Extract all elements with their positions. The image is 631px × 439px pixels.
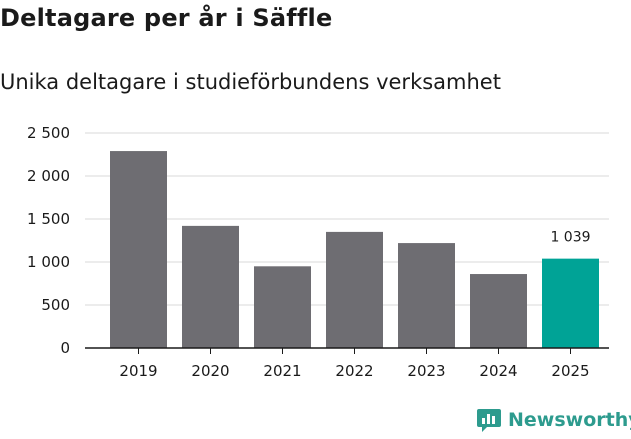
y-tick-label: 2 000 [27, 167, 70, 185]
chart-subtitle: Unika deltagare i studieförbundens verks… [0, 70, 501, 94]
bar-2019 [110, 151, 167, 348]
x-tick-label: 2024 [479, 362, 517, 380]
x-tick-label: 2025 [551, 362, 589, 380]
bar-2024 [470, 274, 527, 348]
x-tick-label: 2023 [407, 362, 445, 380]
y-tick-label: 0 [60, 339, 70, 357]
bar-2023 [398, 243, 455, 348]
x-tick-label: 2019 [119, 362, 157, 380]
x-tick-label: 2022 [335, 362, 373, 380]
newsworthy-brand: Newsworthy [476, 407, 631, 433]
bar-2021 [254, 266, 311, 348]
data-label: 1 039 [550, 230, 590, 246]
x-tick-label: 2021 [263, 362, 301, 380]
brand-name: Newsworthy [508, 409, 631, 431]
y-tick-label: 500 [41, 296, 70, 314]
bar-2022 [326, 231, 383, 348]
chart-title: Deltagare per år i Säffle [0, 4, 333, 32]
y-tick-label: 2 500 [27, 124, 70, 142]
y-tick-label: 1 500 [27, 210, 70, 228]
bar-2025 [542, 258, 599, 348]
x-tick-label: 2020 [191, 362, 229, 380]
y-tick-label: 1 000 [27, 253, 70, 271]
bar-2020 [182, 225, 239, 348]
chart-logo-icon [477, 409, 501, 432]
